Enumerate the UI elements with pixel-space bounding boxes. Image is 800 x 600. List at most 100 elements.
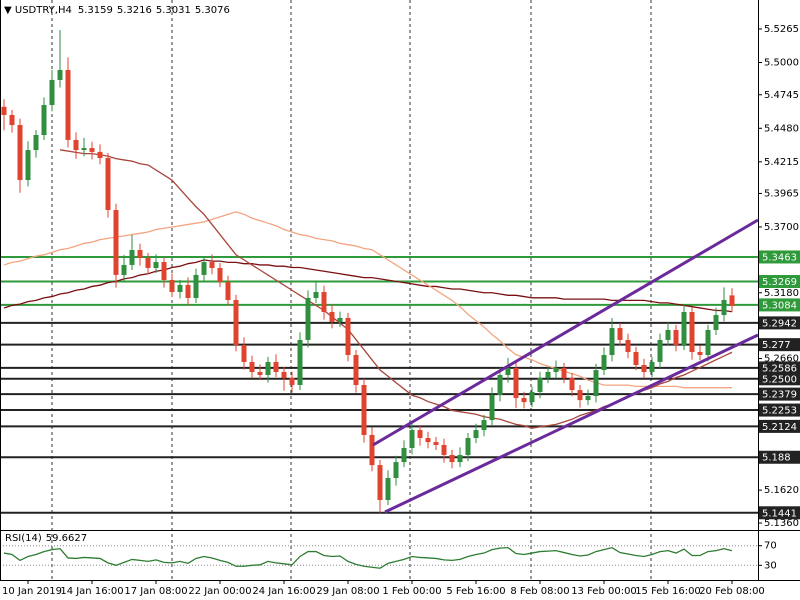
candle-body [521,398,527,403]
level-label: 5.1441 [762,508,797,519]
x-tick-label: 14 Jan 16:00 [60,586,123,597]
level-label-box [759,387,800,401]
candle-body [57,69,63,80]
candle-body [553,368,559,372]
candle-body [601,355,607,371]
candle-body [561,368,567,379]
candle-body [649,361,655,372]
x-tick-label: 10 Jan 2019 [2,586,62,597]
indicator-value: 59.6627 [46,533,87,544]
candle-body [673,329,679,346]
candle-body [49,79,55,106]
level-label: 5.3463 [762,252,797,263]
level-label-box [759,419,800,433]
candle-body [321,292,327,313]
trendline [384,333,759,514]
candle-body [401,448,407,463]
candle-body [201,262,207,275]
candle-body [25,150,31,181]
candle-body [249,361,255,372]
candle-body [353,355,359,386]
candle-body [657,339,663,362]
candle-body [17,125,23,181]
candle-body [449,454,455,463]
candle-body [409,430,415,449]
x-tick-label: 15 Feb 16:00 [635,586,701,597]
candle-body [569,378,575,391]
candle-body [513,368,519,399]
candle-body [689,312,695,352]
candle-body [697,351,703,356]
candle-body [681,312,687,346]
candle-body [729,295,735,306]
level-label: 5.2500 [762,374,797,385]
candle-body [81,148,87,151]
candle-body [73,139,79,151]
level-label-box [759,372,800,386]
indicator-name: RSI(14) [5,533,42,544]
level-label: 5.3084 [762,300,797,311]
y-tick-label: 5.5265 [764,24,799,35]
y-tick-label: 5.2660 [764,354,799,365]
x-tick-label: 13 Feb 00:00 [571,586,637,597]
quote-high: 5.3216 [117,5,152,16]
frame [0,0,800,581]
candle-body [105,158,111,211]
x-tick-label: 5 Feb 16:00 [446,586,505,597]
candle-body [705,329,711,356]
candle-body [185,284,191,298]
level-label-box [759,403,800,417]
candle-body [713,315,719,330]
candle-body [329,312,335,322]
candle-body [361,385,367,435]
candle-body [217,267,223,283]
candle-body [297,339,303,386]
line-series [3,211,732,389]
candle-body [193,274,199,298]
candle-body [313,292,319,298]
y-tick-label: 5.4215 [764,157,799,168]
candle-body [545,371,551,379]
y-tick-label: 5.3700 [764,222,799,233]
candle-body [233,299,239,346]
axes: 5.5265 5.5000 5.4745 5.4480 5.4215 5.3965 5.37… [2,24,800,597]
candle-body [65,69,71,140]
candle-body [9,115,15,126]
candle-body [577,390,583,401]
x-tick-label: 24 Jan 16:00 [252,586,315,597]
candle-body [377,465,383,501]
x-tick-label: 22 Jan 00:00 [188,586,251,597]
level-label: 5.2124 [762,422,797,433]
candle-body [345,317,351,356]
level-label: 5.3269 [762,277,797,288]
candle-body [441,444,447,455]
x-tick-label: 17 Jan 08:00 [124,586,187,597]
level-label: 5.2942 [762,318,797,329]
y-tick-label: 30 [764,560,777,571]
symbol: USDTRY,H4 [15,5,72,16]
candle-body [529,391,535,403]
candle-body [625,339,631,352]
level-label-box [759,316,800,330]
level-label-box [759,506,800,520]
candle-body [489,395,495,421]
candle-body [209,262,215,268]
candle-body [609,328,615,356]
candle-body [1,106,7,116]
candle-body [393,462,399,478]
quote-low: 5.3031 [156,5,191,16]
candle-body [497,375,503,396]
candle-body [97,151,103,159]
candle-body [289,378,295,386]
level-label-box [759,450,800,464]
candle-body [121,264,127,275]
candle-body [665,329,671,340]
candle-body [129,250,135,265]
menu-arrow: ▼ [4,5,15,16]
candle-body [305,297,311,340]
level-label: 5.2253 [762,406,797,417]
candle-body [537,378,543,392]
trend-channel [372,218,759,514]
candle-body [177,284,183,293]
